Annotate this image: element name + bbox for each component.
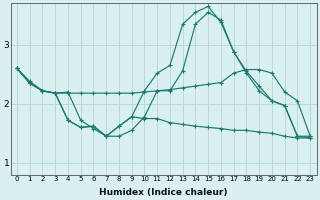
X-axis label: Humidex (Indice chaleur): Humidex (Indice chaleur) <box>99 188 228 197</box>
